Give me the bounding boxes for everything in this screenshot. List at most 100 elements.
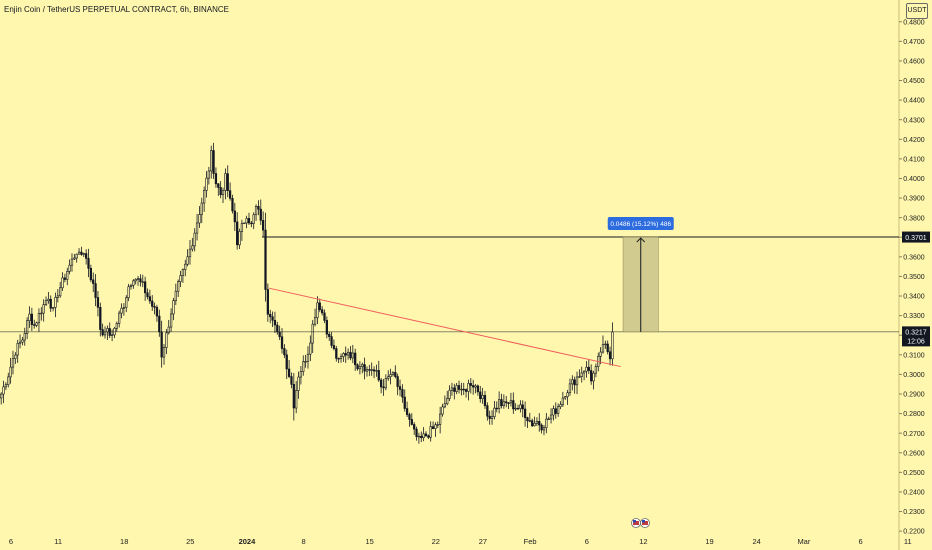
candle-body xyxy=(328,333,331,337)
candle-body xyxy=(382,386,385,389)
y-tick-label: 0.2300 xyxy=(903,509,925,516)
candle-body xyxy=(33,324,36,326)
candle-body xyxy=(431,426,435,430)
candle-body xyxy=(40,312,43,315)
candle-body xyxy=(184,263,187,270)
candle-body xyxy=(257,205,260,210)
candle-body xyxy=(441,406,444,415)
resistance-trendline[interactable] xyxy=(268,287,621,368)
candle-body xyxy=(9,366,12,378)
candle-body xyxy=(158,315,161,333)
candle-body xyxy=(542,427,546,431)
candle-body xyxy=(446,398,449,405)
candle-body xyxy=(49,298,52,309)
candle-body xyxy=(75,253,78,259)
candle-body xyxy=(26,320,29,334)
candle-body xyxy=(7,376,10,385)
candle-body xyxy=(443,403,446,408)
candle-body xyxy=(580,372,583,377)
candle-body xyxy=(316,302,319,319)
candle-body xyxy=(245,218,248,224)
candle-body xyxy=(498,399,501,409)
candle-body xyxy=(346,351,350,356)
candle-body xyxy=(514,407,517,410)
x-tick-label: 24 xyxy=(753,537,761,546)
current-price-label: 0.3217 xyxy=(905,330,927,337)
candle-body xyxy=(153,306,156,308)
candle-body xyxy=(214,173,218,185)
y-tick-label: 0.3800 xyxy=(903,215,925,222)
x-tick-label: 6 xyxy=(585,537,589,546)
candle-body xyxy=(476,385,480,393)
candle-body xyxy=(323,312,326,321)
candle-body xyxy=(335,348,338,359)
candle-body xyxy=(61,277,64,289)
candle-body xyxy=(594,366,598,374)
current-price-label-bg xyxy=(902,326,930,347)
candle-body xyxy=(271,316,274,321)
candle-body xyxy=(571,379,574,385)
time-axis-ticks: 6 11 18 25 2024 8 15 22 27 Feb 6 12 19 24 Mar 6 11 xyxy=(9,537,912,546)
candle-body xyxy=(380,379,383,388)
candle-body xyxy=(302,361,305,372)
y-tick-label: 0.4400 xyxy=(903,98,925,105)
candle-body xyxy=(207,170,210,179)
candle-body xyxy=(330,336,333,346)
event-flag-icon[interactable] xyxy=(640,518,650,528)
candle-body xyxy=(481,395,484,399)
y-tick-label: 0.4800 xyxy=(903,19,925,26)
candle-body xyxy=(533,423,536,427)
currency-button[interactable]: USDT xyxy=(906,3,928,19)
event-flag-icon[interactable] xyxy=(631,518,641,528)
candle-body xyxy=(101,329,104,336)
candle-body xyxy=(531,420,534,427)
candle-body xyxy=(368,369,371,371)
candle-body xyxy=(365,369,369,372)
candle-body xyxy=(59,287,62,297)
candle-body xyxy=(193,232,196,247)
candle-body xyxy=(155,307,159,317)
candle-body xyxy=(14,354,17,359)
price-axis-panel[interactable] xyxy=(899,0,932,550)
candle-body xyxy=(474,385,477,388)
candle-body xyxy=(238,231,241,246)
y-tick-label: 0.3500 xyxy=(903,274,925,281)
candle-body xyxy=(516,407,520,410)
candle-body xyxy=(462,388,465,391)
y-tick-label: 0.4500 xyxy=(903,78,925,85)
candle-body xyxy=(0,393,3,399)
candle-body xyxy=(592,372,595,382)
candle-body xyxy=(70,258,74,266)
candle-body xyxy=(77,251,81,255)
candle-body xyxy=(384,378,387,389)
candle-body xyxy=(115,323,118,329)
candle-body xyxy=(410,419,413,425)
y-tick-label: 0.3900 xyxy=(903,196,925,203)
y-tick-label: 0.2700 xyxy=(903,431,925,438)
candle-body xyxy=(127,286,130,299)
x-tick-label: Feb xyxy=(524,537,537,546)
candle-body xyxy=(162,347,166,358)
candle-body xyxy=(210,150,213,172)
candle-body xyxy=(181,269,185,276)
candle-body xyxy=(228,190,232,199)
candle-body xyxy=(377,370,380,381)
measure-label-text: 0.0486 (15.12%) 486 xyxy=(610,221,671,228)
candle-body xyxy=(28,313,31,322)
x-tick-label: 18 xyxy=(120,537,128,546)
candle-body xyxy=(493,407,496,417)
candle-body xyxy=(339,356,343,359)
candle-body xyxy=(94,283,97,298)
candle-body xyxy=(56,295,59,298)
y-tick-label: 0.4600 xyxy=(903,59,925,66)
candle-body xyxy=(413,424,416,430)
y-tick-label: 0.3300 xyxy=(903,313,925,320)
candle-body xyxy=(160,331,163,358)
candle-body xyxy=(396,376,399,387)
candle-body xyxy=(337,358,340,360)
candle-body xyxy=(96,297,100,308)
candle-body xyxy=(132,280,135,286)
x-tick-label: 6 xyxy=(9,537,13,546)
